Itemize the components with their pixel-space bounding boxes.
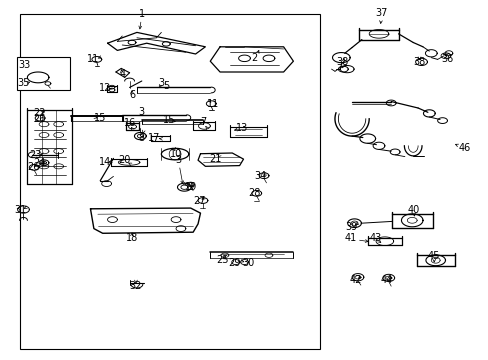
Text: 38: 38	[335, 57, 348, 67]
Text: 45: 45	[427, 251, 440, 261]
Text: 3: 3	[158, 78, 164, 88]
Text: 4: 4	[119, 69, 125, 79]
Text: 28: 28	[247, 188, 260, 198]
Text: 12: 12	[99, 83, 111, 93]
Text: 33: 33	[18, 60, 31, 70]
Text: 25: 25	[216, 255, 228, 265]
Text: 9: 9	[187, 182, 193, 192]
Text: 40: 40	[406, 204, 419, 215]
Text: 18: 18	[125, 233, 138, 243]
Text: 31: 31	[14, 204, 27, 215]
Text: 2: 2	[251, 53, 257, 63]
Text: 14: 14	[99, 157, 111, 167]
Text: 22: 22	[33, 108, 45, 118]
Text: 24: 24	[33, 158, 45, 168]
Text: 44: 44	[379, 275, 392, 285]
Text: 19: 19	[184, 182, 197, 192]
Text: 11: 11	[86, 54, 99, 64]
Text: 26: 26	[33, 114, 45, 124]
Text: 7: 7	[200, 117, 205, 127]
Text: 30: 30	[242, 258, 254, 268]
Text: 36: 36	[440, 54, 453, 64]
Text: 23: 23	[29, 150, 41, 160]
Text: 20: 20	[118, 155, 131, 165]
Text: 15: 15	[94, 113, 106, 123]
Bar	[17, 57, 70, 90]
Text: 16: 16	[123, 118, 136, 129]
Text: 13: 13	[235, 123, 248, 133]
Text: 32: 32	[129, 281, 142, 291]
Bar	[20, 14, 320, 349]
Text: 27: 27	[193, 195, 205, 206]
Text: 21: 21	[208, 154, 221, 164]
Text: 15: 15	[162, 114, 175, 125]
Text: 34: 34	[254, 171, 266, 181]
Text: 1: 1	[139, 9, 144, 19]
Text: 41: 41	[344, 233, 357, 243]
Text: 11: 11	[206, 99, 219, 109]
Text: 5: 5	[163, 81, 169, 91]
Text: 43: 43	[368, 233, 381, 243]
Text: 29: 29	[228, 258, 241, 268]
Text: 37: 37	[374, 8, 387, 18]
Text: 26: 26	[27, 162, 40, 172]
Text: 3: 3	[139, 107, 144, 117]
Text: 6: 6	[129, 90, 135, 100]
Text: 42: 42	[349, 275, 362, 285]
Text: 3: 3	[175, 155, 181, 165]
Text: 46: 46	[457, 143, 470, 153]
Text: 38: 38	[412, 57, 425, 67]
Text: 8: 8	[139, 132, 144, 143]
Text: 10: 10	[169, 149, 182, 159]
Text: 17: 17	[147, 132, 160, 143]
Text: 39: 39	[344, 222, 357, 232]
Text: 35: 35	[17, 78, 30, 88]
